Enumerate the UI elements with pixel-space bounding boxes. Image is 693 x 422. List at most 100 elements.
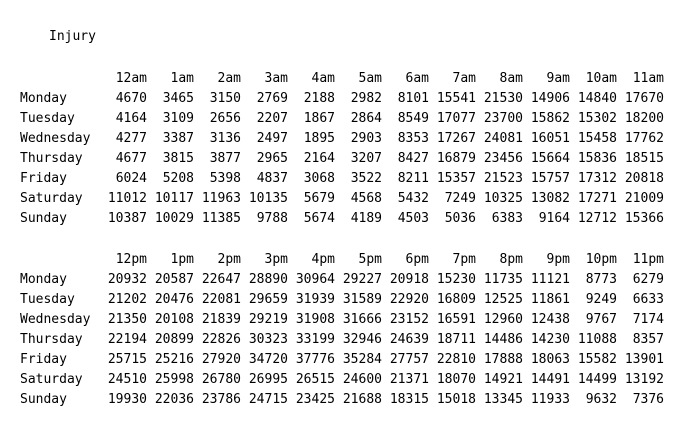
hour-header: 9am (546, 71, 570, 86)
count-cell: 10135 (248, 191, 288, 206)
count-cell: 9767 (585, 312, 617, 327)
day-label: Wednesday (20, 131, 91, 146)
count-cell: 11121 (530, 272, 570, 287)
count-cell: 32946 (342, 332, 382, 347)
count-cell: 22194 (107, 332, 147, 347)
count-cell: 3207 (350, 151, 382, 166)
hour-header: 10am (585, 71, 617, 86)
day-label: Friday (20, 352, 67, 367)
count-cell: 15366 (624, 211, 664, 226)
table-row: Tuesday 21202 20476 22081 29659 31939 31589 229… (20, 290, 664, 310)
count-cell: 1895 (303, 131, 335, 146)
count-cell: 15757 (530, 171, 570, 186)
corner-cell (20, 250, 100, 270)
count-cell: 31908 (295, 312, 335, 327)
count-cell: 13901 (624, 352, 664, 367)
hour-header: 4am (311, 71, 335, 86)
count-cell: 10387 (107, 211, 147, 226)
hour-header: 5pm (358, 252, 382, 267)
hour-header: 1am (170, 71, 194, 86)
table-row: Tuesday 4164 3109 2656 2207 1867 2864 8549 17077… (20, 109, 664, 129)
count-cell: 30964 (295, 272, 335, 287)
hour-header: 2pm (217, 252, 241, 267)
count-cell: 3877 (209, 151, 241, 166)
count-cell: 14486 (483, 332, 523, 347)
day-label: Thursday (20, 151, 83, 166)
count-cell: 9249 (585, 292, 617, 307)
count-cell: 7174 (632, 312, 664, 327)
count-cell: 5432 (397, 191, 429, 206)
count-cell: 33199 (295, 332, 335, 347)
count-cell: 8773 (585, 272, 617, 287)
count-cell: 5036 (444, 211, 476, 226)
count-cell: 8427 (397, 151, 429, 166)
count-cell: 5674 (303, 211, 335, 226)
count-cell: 23700 (483, 111, 523, 126)
table-row: Saturday 24510 25998 26780 26995 26515 24600 21… (20, 370, 664, 390)
count-cell: 23425 (295, 392, 335, 407)
pm-header-row: 12pm 1pm 2pm 3pm 4pm 5pm 6pm 7pm 8pm 9pm 10pm 11pm (20, 250, 664, 270)
count-cell: 9164 (538, 211, 570, 226)
count-cell: 20108 (154, 312, 194, 327)
count-cell: 21009 (624, 191, 664, 206)
count-cell: 12438 (530, 312, 570, 327)
header-row: 12pm 1pm 2pm 3pm 4pm 5pm 6pm 7pm 8pm 9pm 10pm 11pm (20, 250, 664, 270)
count-cell: 21530 (483, 91, 523, 106)
count-cell: 18200 (624, 111, 664, 126)
count-cell: 2188 (303, 91, 335, 106)
count-cell: 8357 (632, 332, 664, 347)
count-cell: 15836 (577, 151, 617, 166)
day-label: Monday (20, 272, 67, 287)
count-cell: 7249 (444, 191, 476, 206)
table-row: Monday 20932 20587 22647 28890 30964 29227 2091… (20, 270, 664, 290)
count-cell: 15302 (577, 111, 617, 126)
hour-header: 6am (405, 71, 429, 86)
count-cell: 29659 (248, 292, 288, 307)
count-cell: 21371 (389, 372, 429, 387)
count-cell: 20899 (154, 332, 194, 347)
count-cell: 12525 (483, 292, 523, 307)
hour-header: 12am (115, 71, 147, 86)
hour-header: 1pm (170, 252, 194, 267)
count-cell: 25998 (154, 372, 194, 387)
count-cell: 20587 (154, 272, 194, 287)
table-row: Wednesday 4277 3387 3136 2497 1895 2903 8353 172… (20, 129, 664, 149)
count-cell: 20932 (107, 272, 147, 287)
count-cell: 17888 (483, 352, 523, 367)
count-cell: 20476 (154, 292, 194, 307)
count-cell: 27757 (389, 352, 429, 367)
count-cell: 11012 (107, 191, 147, 206)
hour-header: 4pm (311, 252, 335, 267)
hour-header: 11pm (632, 252, 664, 267)
hour-header: 3am (264, 71, 288, 86)
count-cell: 15862 (530, 111, 570, 126)
page-title: Injury (49, 29, 96, 44)
count-cell: 20818 (624, 171, 664, 186)
count-cell: 8211 (397, 171, 429, 186)
count-cell: 17077 (436, 111, 476, 126)
count-cell: 15458 (577, 131, 617, 146)
hour-header: 9pm (546, 252, 570, 267)
count-cell: 12712 (577, 211, 617, 226)
count-cell: 8353 (397, 131, 429, 146)
count-cell: 34720 (248, 352, 288, 367)
count-cell: 13082 (530, 191, 570, 206)
count-cell: 17267 (436, 131, 476, 146)
count-cell: 6024 (115, 171, 147, 186)
count-cell: 24510 (107, 372, 147, 387)
count-cell: 21688 (342, 392, 382, 407)
count-cell: 26995 (248, 372, 288, 387)
count-cell: 5208 (162, 171, 194, 186)
count-cell: 9632 (585, 392, 617, 407)
count-cell: 22810 (436, 352, 476, 367)
count-cell: 24081 (483, 131, 523, 146)
count-cell: 18515 (624, 151, 664, 166)
count-cell: 7376 (632, 392, 664, 407)
day-label: Friday (20, 171, 67, 186)
day-label: Thursday (20, 332, 83, 347)
count-cell: 14491 (530, 372, 570, 387)
hour-header: 2am (217, 71, 241, 86)
count-cell: 15664 (530, 151, 570, 166)
count-cell: 4670 (115, 91, 147, 106)
count-cell: 15018 (436, 392, 476, 407)
